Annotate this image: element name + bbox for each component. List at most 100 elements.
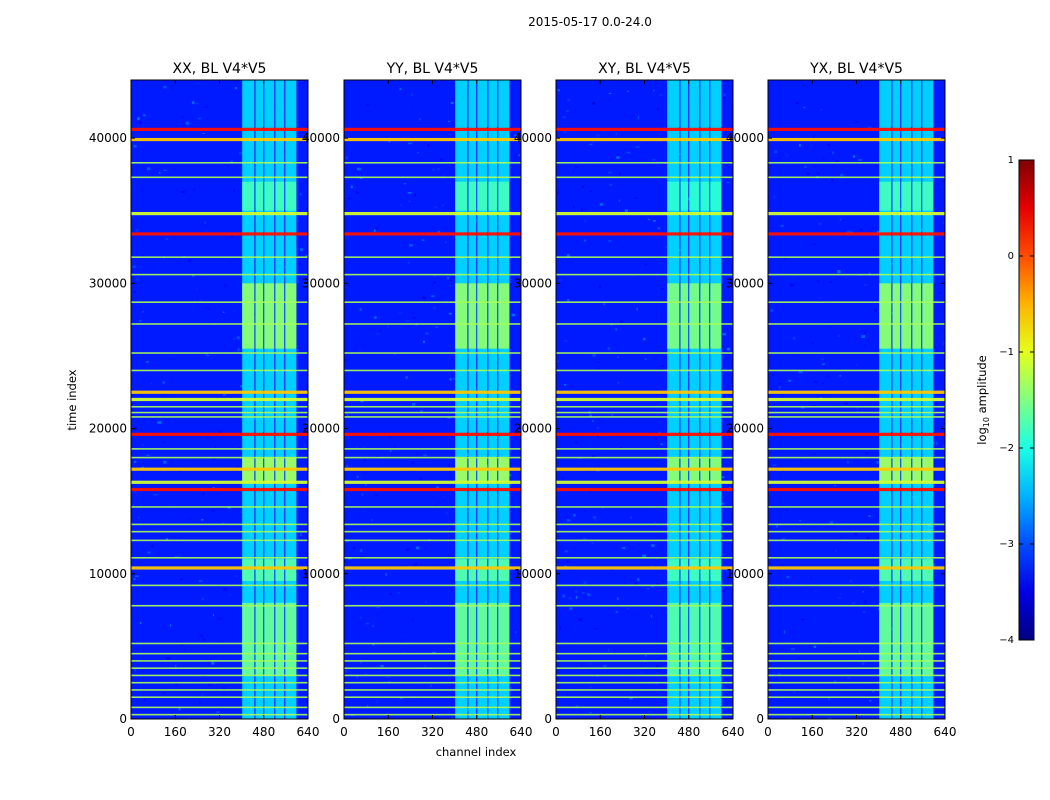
colorbar-tick-label: 0 [1008, 251, 1014, 262]
noise-speck [141, 444, 144, 446]
noise-speck [818, 297, 821, 299]
signal-block [700, 559, 710, 582]
rfi-row-weak [344, 405, 521, 408]
noise-speck [592, 102, 596, 105]
rfi-row-weak [344, 642, 521, 645]
x-tick-label: 480 [465, 725, 488, 739]
noise-speck [412, 261, 415, 263]
noise-speck [375, 494, 378, 496]
noise-speck [224, 284, 227, 287]
noise-speck [889, 560, 894, 564]
noise-speck [283, 588, 286, 591]
noise-speck [347, 197, 352, 200]
signal-block [700, 181, 710, 211]
y-tick-label: 0 [119, 712, 127, 726]
noise-speck [660, 365, 665, 368]
noise-speck [441, 211, 445, 213]
noise-speck [141, 189, 144, 193]
noise-speck [822, 383, 825, 385]
signal-block [680, 602, 689, 676]
noise-speck [580, 208, 584, 212]
noise-speck [344, 451, 346, 453]
rfi-row-weak [344, 506, 521, 508]
noise-speck [643, 337, 646, 341]
rfi-row-weak [344, 523, 521, 526]
noise-speck [806, 172, 810, 176]
noise-speck [416, 546, 420, 550]
y-tick-label: 40000 [514, 131, 552, 145]
noise-speck [722, 502, 725, 505]
rfi-row-weak [131, 416, 308, 418]
noise-speck [150, 406, 155, 410]
noise-speck [299, 248, 304, 252]
noise-speck [162, 85, 167, 89]
noise-speck [497, 515, 499, 517]
rfi-row-weak [131, 352, 308, 354]
noise-speck [595, 518, 597, 522]
noise-speck [198, 580, 203, 582]
noise-speck [426, 615, 428, 618]
rfi-row-weak [131, 405, 308, 408]
noise-speck [812, 342, 814, 345]
noise-speck [608, 171, 612, 174]
rfi-row-weak [556, 706, 733, 709]
noise-speck [580, 663, 583, 666]
noise-speck [792, 690, 796, 693]
noise-speck [185, 121, 190, 125]
panel-title: XY, BL V4*V5 [598, 61, 691, 77]
noise-speck [840, 536, 843, 539]
noise-speck [183, 648, 186, 651]
noise-speck [900, 207, 902, 211]
noise-speck [566, 254, 570, 257]
signal-block [488, 559, 498, 582]
noise-speck [421, 239, 425, 241]
noise-speck [407, 192, 412, 194]
noise-speck [344, 560, 347, 563]
signal-block [912, 602, 922, 676]
noise-speck [403, 636, 407, 638]
noise-speck [356, 446, 358, 449]
noise-speck [820, 357, 824, 361]
noise-speck [412, 617, 414, 621]
noise-speck [437, 167, 440, 171]
rfi-row-weak [344, 556, 521, 559]
noise-speck [378, 329, 382, 332]
x-tick-label: 640 [934, 725, 957, 739]
rfi-row-strong [556, 480, 733, 484]
noise-speck [359, 308, 362, 311]
noise-speck [827, 717, 832, 719]
noise-speck [198, 117, 202, 120]
noise-speck [232, 310, 236, 312]
signal-block [912, 283, 922, 349]
noise-speck [792, 277, 797, 279]
signal-block [498, 559, 510, 582]
noise-speck [359, 661, 363, 664]
noise-speck [439, 158, 444, 161]
signal-block [275, 559, 285, 582]
noise-speck [445, 511, 449, 515]
noise-speck [298, 262, 301, 266]
rfi-row-strong [131, 432, 308, 436]
noise-speck [790, 283, 795, 287]
noise-speck [626, 90, 629, 92]
noise-speck [650, 565, 653, 567]
noise-speck [442, 495, 445, 499]
noise-speck [407, 104, 411, 106]
signal-block [468, 283, 477, 349]
noise-speck [876, 393, 879, 395]
noise-speck [361, 510, 366, 512]
rfi-row-strong [768, 566, 945, 570]
signal-block [498, 602, 510, 676]
signal-block [488, 602, 498, 676]
noise-speck [358, 348, 363, 352]
rfi-row-strong [131, 487, 308, 492]
rfi-row-weak [131, 301, 308, 303]
rfi-row-weak [131, 642, 308, 645]
noise-speck [790, 647, 795, 651]
noise-speck [801, 538, 804, 540]
rfi-row-weak [131, 256, 308, 258]
noise-speck [658, 431, 661, 434]
rfi-row-weak [344, 674, 521, 677]
signal-block [477, 602, 488, 676]
rfi-row-strong [131, 212, 308, 216]
